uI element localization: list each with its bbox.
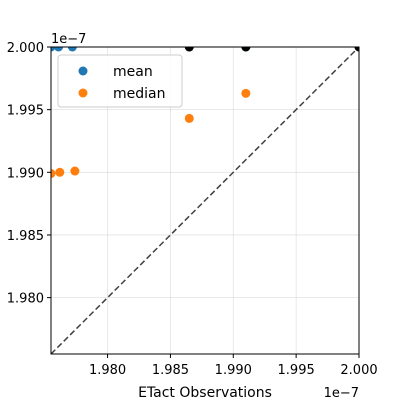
x-tick-label: 1.995 [278, 363, 315, 378]
y-offset-label: 1e−7 [51, 32, 86, 47]
x-tick-label: 2.000 [340, 363, 377, 378]
point-median-3 [184, 113, 194, 123]
legend-marker-mean [78, 66, 88, 76]
x-tick-label: 1.990 [215, 363, 252, 378]
legend-label-median: median [113, 86, 165, 102]
x-tick-label: 1.980 [89, 363, 126, 378]
point-mean-1 [54, 47, 64, 52]
legend-label-mean: mean [113, 64, 153, 80]
legend: mean median [57, 54, 183, 108]
point-median-0 [51, 169, 56, 179]
y-tick-label: 1.985 [7, 229, 44, 244]
y-tick-label: 2.000 [7, 41, 44, 56]
point-highlight-2 [354, 47, 359, 52]
point-median-4 [241, 88, 251, 98]
point-median-1 [55, 167, 65, 177]
x-offset-label: 1e−7 [324, 386, 359, 400]
point-median-2 [70, 166, 80, 176]
plot-frame [50, 46, 360, 355]
axis-ticks: 1.980 1.985 1.990 1.995 2.000 1.980 1.985 1.990… [7, 41, 378, 378]
y-tick-label: 1.990 [7, 166, 44, 181]
y-tick-label: 1.995 [7, 104, 44, 119]
point-highlight-1 [241, 47, 251, 52]
x-axis-label: ETact Observations [138, 385, 272, 400]
x-tick-label: 1.985 [152, 363, 189, 378]
point-mean-2 [67, 47, 77, 52]
identity-line [50, 46, 360, 355]
legend-box [57, 54, 183, 108]
data-points [51, 47, 359, 179]
y-tick-label: 1.980 [7, 292, 44, 307]
point-highlight-0 [184, 47, 194, 52]
legend-marker-median [78, 88, 88, 98]
